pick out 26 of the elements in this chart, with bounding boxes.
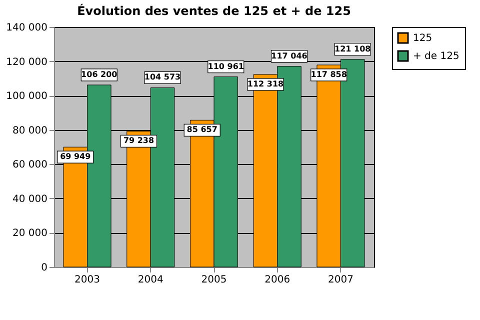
x-tick-label: 2005 [201,274,227,286]
y-tick-label: 100 000 [6,91,48,102]
legend-label: 125 [413,33,432,44]
x-tick-label: 2003 [74,274,100,286]
data-label: 69 949 [60,152,92,162]
x-tick-label: 2007 [328,274,354,286]
y-tick-label: 40 000 [12,194,48,205]
x-tick-label: 2006 [264,274,290,286]
legend-label: + de 125 [413,51,460,62]
data-label: 79 238 [123,136,154,146]
data-label: 112 318 [247,79,284,88]
y-tick-label: 60 000 [12,160,48,171]
data-label: 117 858 [310,70,348,79]
y-tick-label: 140 000 [6,22,48,34]
y-tick-label: 0 [41,262,48,274]
data-label: 121 108 [334,44,372,54]
chart-title: Évolution des ventes de 125 et + de 125 [77,3,351,18]
y-tick-label: 120 000 [6,56,48,68]
data-label: 110 961 [208,62,244,71]
data-label: 106 200 [81,70,118,79]
data-label: 104 573 [144,72,181,82]
x-tick-label: 2004 [138,274,164,286]
data-label: 85 657 [186,125,218,134]
y-tick-label: 80 000 [12,125,48,136]
data-label: 117 046 [271,51,308,60]
y-tick-label: 20 000 [12,228,48,240]
